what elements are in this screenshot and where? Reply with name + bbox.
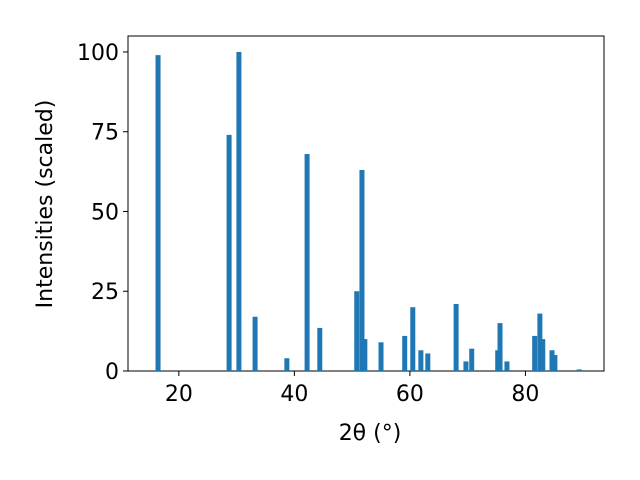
bar [453, 304, 459, 371]
y-axis-label: Intensities (scaled) [33, 100, 58, 309]
y-tick-label: 0 [105, 360, 119, 385]
bar [284, 358, 290, 371]
bar [317, 327, 323, 371]
bar [425, 353, 431, 371]
x-tick-label: 80 [511, 382, 539, 407]
bar [418, 350, 424, 371]
x-tick-label: 40 [280, 382, 308, 407]
bar [354, 291, 360, 371]
plot-frame [127, 35, 605, 372]
y-tick-label: 25 [91, 280, 119, 305]
x-axis-label: 2θ (°) [339, 421, 402, 446]
bar [552, 355, 558, 371]
bar [504, 361, 510, 371]
bar [532, 335, 538, 371]
y-tick-label: 100 [77, 41, 119, 66]
bar [540, 339, 546, 371]
bar [469, 348, 475, 371]
bar [463, 361, 469, 371]
bar [304, 154, 310, 371]
bar [537, 313, 543, 371]
bar [410, 307, 416, 371]
bar [362, 339, 368, 371]
bar [252, 316, 258, 371]
bar [402, 335, 408, 371]
bar [576, 369, 582, 371]
x-tick-label: 60 [396, 382, 424, 407]
bar [359, 170, 365, 371]
bar [226, 134, 232, 371]
bar [155, 55, 161, 372]
y-tick-label: 75 [91, 121, 119, 146]
bar [378, 342, 384, 371]
bar [236, 51, 242, 371]
bar [549, 350, 555, 371]
x-tick-label: 20 [165, 382, 193, 407]
bar [497, 323, 503, 371]
y-tick-label: 50 [91, 200, 119, 225]
